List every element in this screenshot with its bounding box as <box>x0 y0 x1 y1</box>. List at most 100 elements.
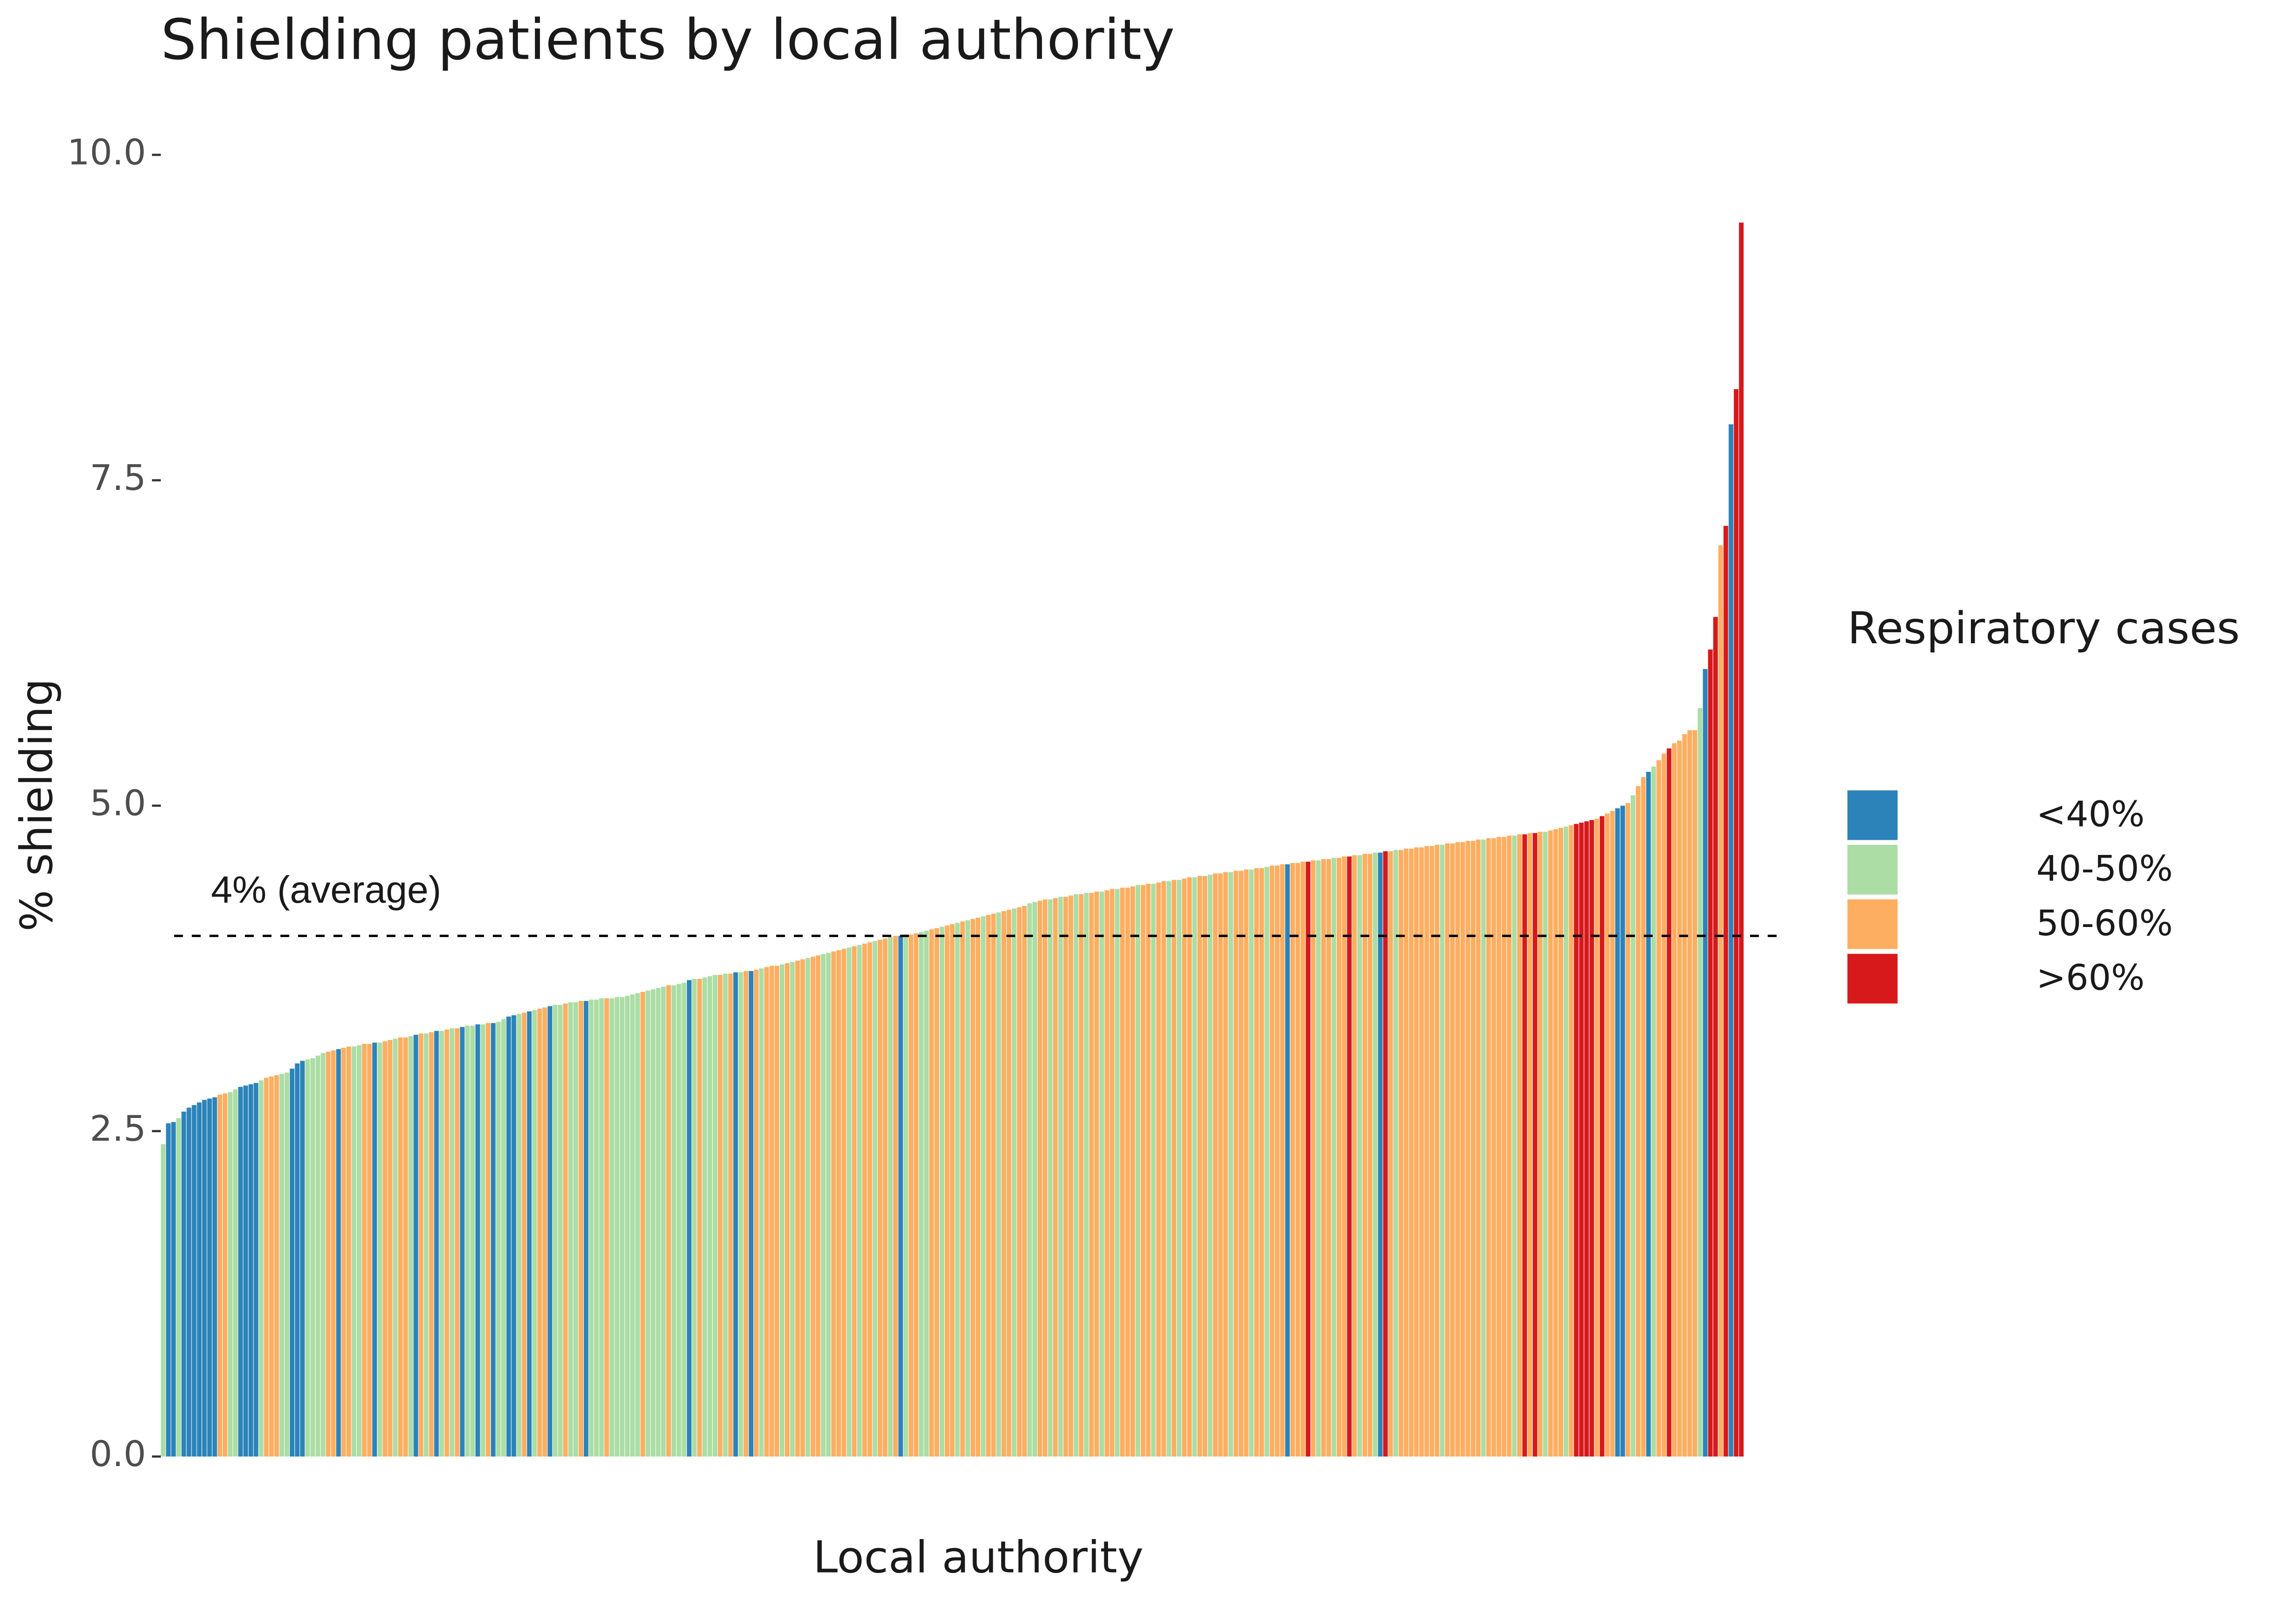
bar <box>1435 844 1440 1457</box>
bar <box>929 929 934 1457</box>
bar <box>831 951 836 1457</box>
legend-swatch <box>1847 954 1898 1004</box>
bar <box>1728 424 1733 1457</box>
bar <box>1491 838 1496 1457</box>
bar <box>1687 730 1692 1457</box>
bar <box>290 1068 295 1457</box>
bar <box>604 998 609 1457</box>
bar <box>1213 873 1218 1457</box>
bar <box>1569 825 1574 1457</box>
bar <box>1362 854 1367 1457</box>
bar <box>527 1011 532 1457</box>
bar <box>697 978 702 1457</box>
bar <box>940 927 945 1457</box>
bar <box>202 1100 207 1457</box>
bar <box>1285 864 1290 1457</box>
bar <box>181 1111 186 1457</box>
bar <box>676 984 681 1457</box>
bar <box>1166 881 1171 1457</box>
bar <box>718 975 723 1457</box>
bar <box>857 945 862 1457</box>
bar <box>862 944 867 1457</box>
bar <box>1223 872 1228 1457</box>
bar <box>764 967 769 1457</box>
legend-label: <40% <box>2036 794 2144 835</box>
bar <box>1104 890 1109 1457</box>
bar <box>475 1024 480 1457</box>
bar <box>161 1144 166 1457</box>
bar <box>1347 856 1352 1457</box>
bar <box>980 916 986 1457</box>
bar <box>769 966 774 1457</box>
bar <box>1135 885 1141 1457</box>
bar <box>1414 847 1419 1457</box>
bar <box>295 1063 300 1457</box>
bar <box>826 953 831 1457</box>
bar <box>1455 842 1460 1457</box>
bar <box>1094 891 1099 1457</box>
bar <box>305 1059 310 1457</box>
bar <box>903 934 908 1457</box>
bar <box>702 977 707 1457</box>
bar <box>913 933 919 1457</box>
bar <box>1156 882 1161 1457</box>
bar <box>584 1001 589 1457</box>
bar <box>1331 858 1336 1457</box>
bar <box>878 939 883 1457</box>
bar <box>1507 835 1512 1457</box>
bar <box>1208 875 1213 1457</box>
bar <box>986 915 991 1457</box>
bar <box>651 989 656 1457</box>
bar <box>754 969 759 1457</box>
legend-swatch <box>1847 899 1898 949</box>
bar <box>1589 820 1594 1457</box>
bar <box>1161 881 1166 1457</box>
bar <box>619 997 625 1457</box>
bar <box>1001 911 1007 1457</box>
bar <box>712 975 718 1457</box>
bar <box>810 956 816 1457</box>
bar <box>1631 795 1636 1457</box>
bar <box>207 1098 212 1457</box>
bar <box>1027 903 1032 1457</box>
bar <box>1032 902 1037 1457</box>
bar <box>609 998 614 1457</box>
bar <box>259 1080 264 1457</box>
bar <box>450 1028 455 1457</box>
bar <box>398 1037 403 1457</box>
bar <box>1517 834 1522 1457</box>
legend-label: >60% <box>2036 958 2144 999</box>
bar <box>625 995 630 1457</box>
bar <box>1599 816 1604 1457</box>
bar <box>1708 649 1713 1457</box>
bar <box>238 1087 243 1457</box>
bar <box>1403 848 1409 1457</box>
bar <box>1651 766 1656 1457</box>
bar <box>728 973 733 1457</box>
bar <box>748 971 754 1457</box>
bar <box>413 1034 418 1457</box>
bar <box>867 942 872 1457</box>
bar <box>594 1000 599 1457</box>
bar <box>1300 861 1306 1457</box>
bar <box>367 1044 372 1457</box>
bar <box>816 955 821 1457</box>
bar <box>573 1002 578 1457</box>
bar <box>759 968 764 1457</box>
bar <box>1703 669 1708 1457</box>
bar <box>1264 867 1269 1457</box>
bar <box>1182 878 1187 1457</box>
bar <box>1125 888 1130 1457</box>
bar <box>1594 819 1599 1457</box>
bar <box>872 941 878 1457</box>
bar <box>176 1118 181 1457</box>
bar <box>1074 894 1079 1457</box>
bar <box>996 912 1001 1457</box>
bar <box>439 1031 444 1457</box>
bar <box>1718 545 1723 1457</box>
bar <box>1187 877 1192 1457</box>
bar <box>434 1031 439 1457</box>
bar <box>1656 760 1661 1457</box>
bar <box>326 1051 331 1457</box>
bar <box>1367 854 1373 1457</box>
